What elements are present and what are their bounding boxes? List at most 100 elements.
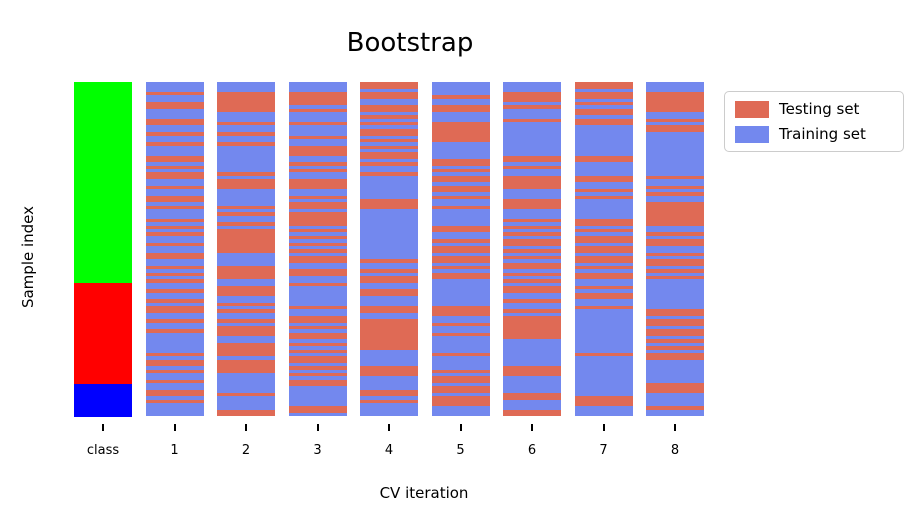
testing-sample-cell	[431, 122, 490, 126]
testing-sample-cell	[503, 409, 561, 414]
testing-sample-cell	[431, 379, 490, 383]
testing-sample-cell	[217, 205, 275, 210]
training-sample-cell	[646, 282, 704, 286]
testing-sample-cell	[646, 319, 704, 323]
training-sample-cell	[288, 376, 347, 380]
training-sample-cell	[574, 252, 633, 256]
testing-sample-cell	[145, 279, 204, 283]
testing-sample-cell	[431, 132, 490, 136]
testing-sample-cell	[431, 396, 490, 400]
training-sample-cell	[288, 399, 347, 403]
training-sample-cell	[503, 145, 561, 149]
testing-sample-cell	[503, 265, 561, 270]
training-sample-cell	[503, 215, 561, 220]
testing-sample-cell	[574, 272, 633, 276]
training-sample-cell	[503, 376, 561, 380]
testing-sample-cell	[360, 392, 418, 397]
training-sample-cell	[574, 202, 633, 206]
training-sample-cell	[145, 168, 204, 173]
testing-sample-cell	[288, 336, 347, 340]
training-sample-cell	[360, 212, 418, 216]
training-sample-cell	[431, 215, 490, 220]
testing-sample-cell	[217, 108, 275, 113]
testing-sample-cell	[574, 239, 633, 243]
testing-sample-cell	[145, 265, 204, 270]
testing-sample-cell	[431, 369, 490, 373]
tick-label-5: 5	[456, 443, 465, 458]
testing-sample-cell	[431, 168, 490, 173]
training-sample-cell	[646, 168, 704, 173]
training-sample-cell	[217, 162, 275, 166]
testing-sample-cell	[288, 145, 347, 149]
training-sample-cell	[646, 82, 704, 86]
testing-sample-cell	[288, 356, 347, 360]
training-sample-cell	[431, 219, 490, 223]
testing-sample-cell	[217, 105, 275, 109]
training-sample-cell	[145, 312, 204, 317]
training-sample-cell	[360, 232, 418, 236]
training-sample-cell	[646, 396, 704, 400]
training-sample-cell	[574, 182, 633, 186]
testing-sample-cell	[288, 272, 347, 276]
testing-sample-cell	[503, 118, 561, 123]
training-sample-cell	[145, 406, 204, 410]
training-sample-cell	[503, 125, 561, 129]
training-sample-cell	[431, 192, 490, 196]
testing-sample-cell	[288, 162, 347, 166]
legend-label: Training set	[779, 125, 866, 143]
testing-sample-cell	[360, 326, 418, 330]
training-sample-cell	[503, 168, 561, 173]
testing-sample-cell	[574, 255, 633, 260]
training-sample-cell	[431, 155, 490, 159]
training-sample-cell	[145, 275, 204, 280]
testing-sample-cell	[646, 205, 704, 210]
testing-sample-cell	[217, 319, 275, 323]
testing-sample-cell	[646, 108, 704, 113]
testing-sample-cell	[145, 255, 204, 260]
testing-sample-cell	[574, 259, 633, 263]
training-sample-cell	[360, 148, 418, 153]
training-sample-cell	[288, 302, 347, 307]
testing-sample-cell	[646, 352, 704, 357]
testing-sample-cell	[431, 312, 490, 317]
testing-sample-cell	[431, 189, 490, 193]
testing-sample-cell	[646, 346, 704, 350]
testing-sample-cell	[431, 185, 490, 189]
training-sample-cell	[646, 359, 704, 363]
training-sample-cell	[503, 342, 561, 347]
testing-sample-cell	[503, 272, 561, 276]
testing-sample-cell	[360, 95, 418, 99]
testing-sample-cell	[217, 239, 275, 243]
training-sample-cell	[360, 118, 418, 123]
cv-column-6	[503, 82, 561, 417]
training-sample-cell	[646, 178, 704, 183]
cv-column-1	[145, 82, 204, 417]
testing-sample-cell	[360, 85, 418, 89]
training-sample-cell	[217, 215, 275, 220]
legend: Testing set Training set	[724, 91, 904, 152]
testing-sample-cell	[145, 379, 204, 383]
testing-sample-cell	[503, 182, 561, 186]
testing-sample-cell	[360, 366, 418, 370]
testing-sample-cell	[217, 392, 275, 397]
training-sample-cell	[360, 239, 418, 243]
testing-sample-cell	[503, 98, 561, 103]
training-sample-cell	[217, 336, 275, 340]
training-sample-cell	[360, 225, 418, 230]
cv-column-2	[217, 82, 275, 417]
training-sample-cell	[431, 269, 490, 273]
testing-sample-cell	[503, 105, 561, 109]
training-sample-cell	[431, 172, 490, 176]
testing-sample-cell	[145, 132, 204, 136]
training-sample-cell	[360, 409, 418, 414]
training-sample-cell	[145, 403, 204, 407]
testing-sample-cell	[503, 202, 561, 206]
training-sample-cell	[646, 85, 704, 89]
training-sample-cell	[503, 88, 561, 93]
testing-sample-cell	[646, 222, 704, 226]
training-sample-cell	[431, 409, 490, 414]
cv-column-3	[288, 82, 347, 417]
testing-sample-cell	[360, 332, 418, 337]
testing-sample-cell	[503, 185, 561, 189]
testing-sample-cell	[431, 352, 490, 357]
